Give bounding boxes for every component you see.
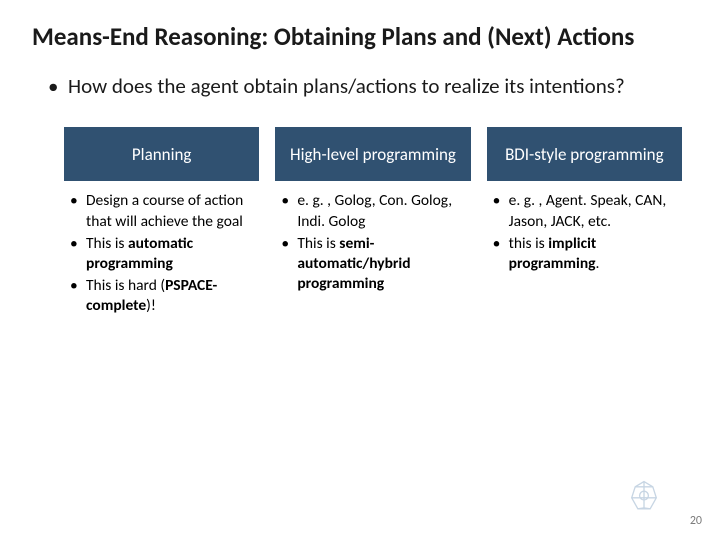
column-planning: Planning •Design a course of action that… xyxy=(64,127,259,328)
column-header: High-level programming xyxy=(275,127,470,181)
column-body: •e. g. , Agent. Speak, CAN, Jason, JACK,… xyxy=(487,181,682,286)
column-highlevel: High-level programming •e. g. , Golog, C… xyxy=(275,127,470,328)
column-body: •e. g. , Golog, Con. Golog, Indi. Golog•… xyxy=(275,181,470,306)
question-text: How does the agent obtain plans/actions … xyxy=(68,73,625,100)
slide-title: Means-End Reasoning: Obtaining Plans and… xyxy=(32,22,688,53)
columns-container: Planning •Design a course of action that… xyxy=(64,127,682,328)
column-bdi: BDI-style programming •e. g. , Agent. Sp… xyxy=(487,127,682,328)
slide-question: • How does the agent obtain plans/action… xyxy=(48,73,688,100)
column-header: BDI-style programming xyxy=(487,127,682,181)
logo-icon xyxy=(622,478,666,522)
column-body: •Design a course of action that will ach… xyxy=(64,181,259,328)
page-number: 20 xyxy=(690,514,702,528)
slide: Means-End Reasoning: Obtaining Plans and… xyxy=(0,0,720,540)
column-header: Planning xyxy=(64,127,259,181)
bullet-dot: • xyxy=(48,73,68,100)
